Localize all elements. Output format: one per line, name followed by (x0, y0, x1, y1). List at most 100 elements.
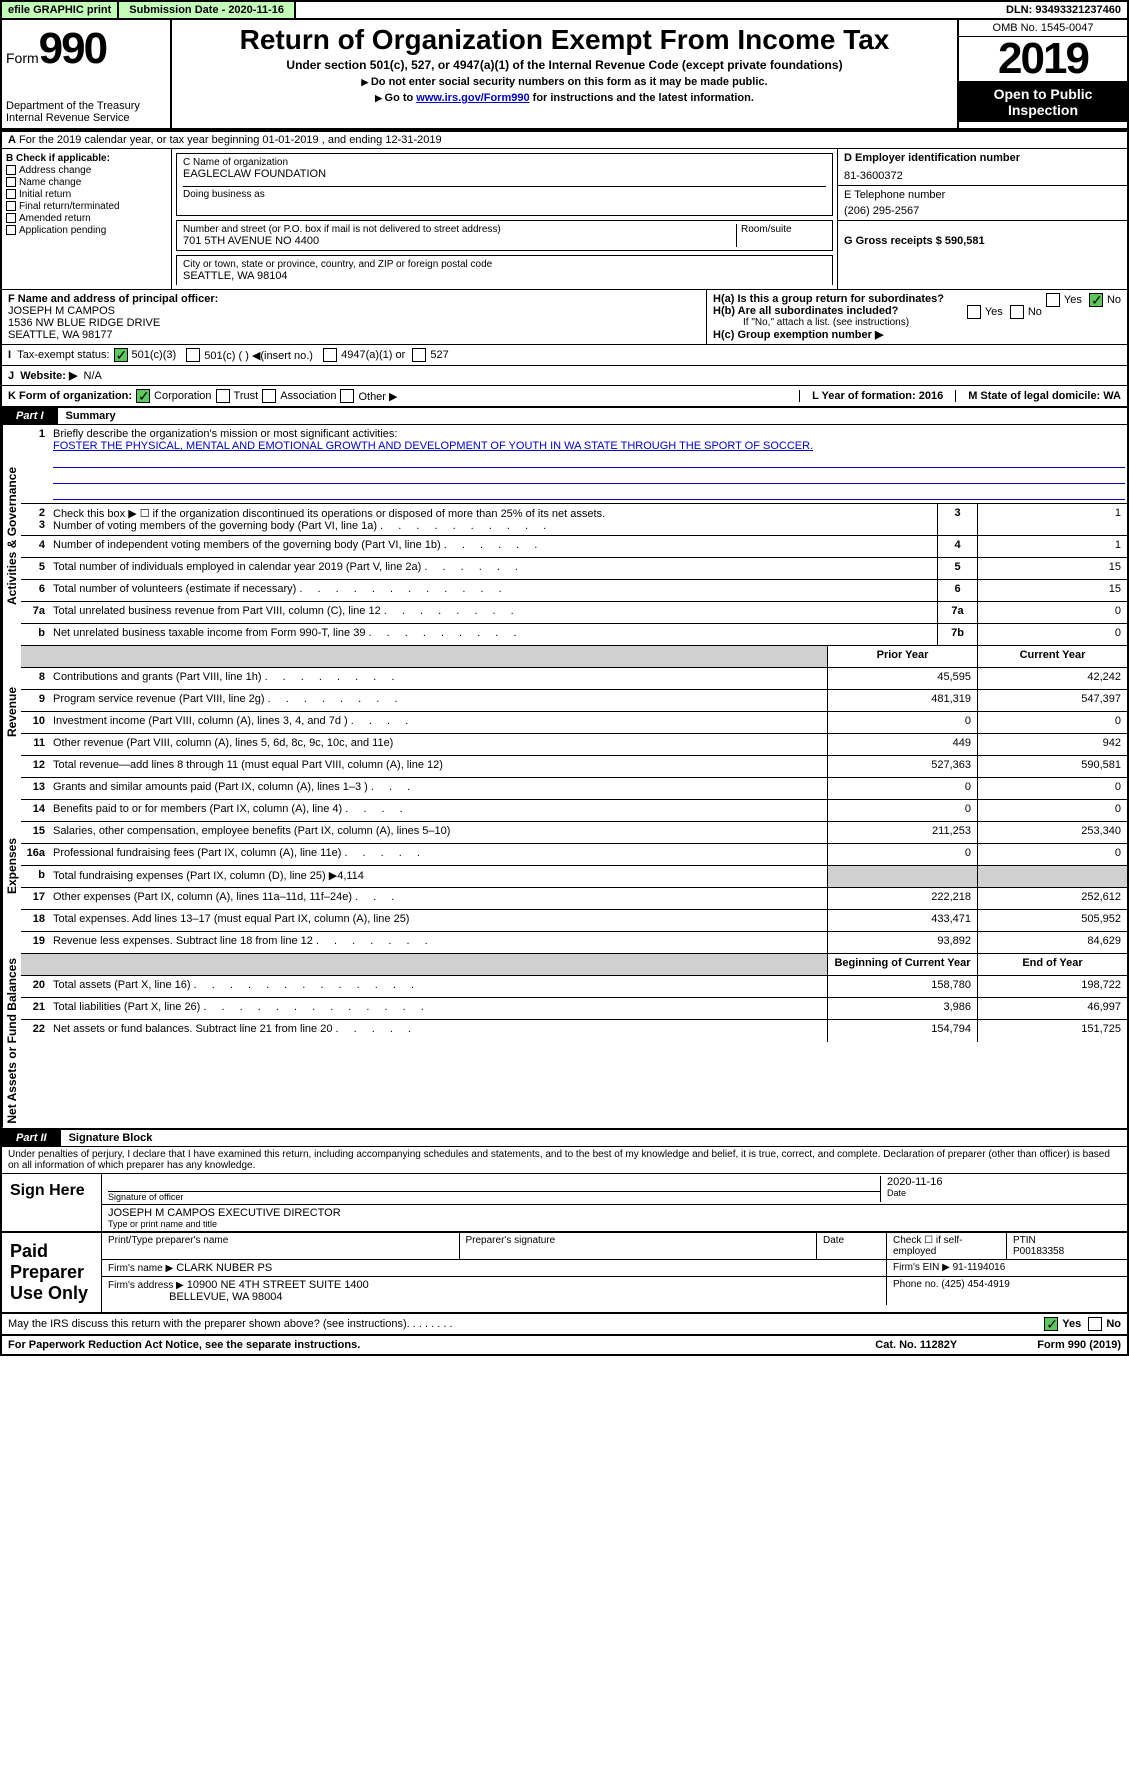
chk-corp[interactable] (136, 389, 150, 403)
officer-addr1: 1536 NW BLUE RIDGE DRIVE (8, 317, 160, 329)
chk-final[interactable]: Final return/terminated (6, 201, 167, 212)
val-6: 15 (977, 580, 1127, 601)
dba-label: Doing business as (183, 189, 826, 200)
city: SEATTLE, WA 98104 (183, 270, 826, 282)
opt-corp: Corporation (154, 390, 211, 402)
chk-501c[interactable] (186, 348, 200, 362)
q7a: Total unrelated business revenue from Pa… (53, 605, 381, 617)
c13: 0 (977, 778, 1127, 799)
q21: Total liabilities (Part X, line 26) (53, 1001, 200, 1013)
c-label: C Name of organization (183, 157, 826, 168)
opt-assoc: Association (280, 390, 336, 402)
open-public: Open to Public Inspection (959, 81, 1127, 122)
p22: 154,794 (827, 1020, 977, 1042)
room-label: Room/suite (736, 224, 826, 247)
opt-other: Other ▶ (358, 390, 397, 403)
vert-expenses: Expenses (2, 778, 21, 954)
chk-trust[interactable] (216, 389, 230, 403)
discuss-no[interactable] (1088, 1317, 1102, 1331)
chk-501c3[interactable] (114, 348, 128, 362)
p17: 222,218 (827, 888, 977, 909)
phone-label: E Telephone number (844, 189, 945, 201)
discuss-yes[interactable] (1044, 1317, 1058, 1331)
mission-text: FOSTER THE PHYSICAL, MENTAL AND EMOTIONA… (53, 440, 813, 452)
q11: Other revenue (Part VIII, column (A), li… (53, 737, 393, 749)
q12: Total revenue—add lines 8 through 11 (mu… (53, 759, 443, 771)
chk-other[interactable] (340, 389, 354, 403)
goto-link[interactable]: www.irs.gov/Form990 (416, 92, 529, 104)
opt-527: 527 (430, 349, 448, 361)
chk-assoc[interactable] (262, 389, 276, 403)
c15: 253,340 (977, 822, 1127, 843)
ha-no[interactable] (1089, 293, 1103, 307)
ha-yes[interactable] (1046, 293, 1060, 307)
curr-year-hdr: Current Year (977, 646, 1127, 667)
firm-ein-lbl: Firm's EIN ▶ (893, 1262, 950, 1273)
p21: 3,986 (827, 998, 977, 1019)
line-j: J Website: ▶ N/A (0, 366, 1129, 386)
sig-officer-lbl: Signature of officer (108, 1192, 880, 1202)
q7b: Net unrelated business taxable income fr… (53, 627, 365, 639)
part1-title: Summary (58, 408, 124, 424)
c19: 84,629 (977, 932, 1127, 953)
val-4: 1 (977, 536, 1127, 557)
state-domicile: M State of legal domicile: WA (968, 390, 1121, 402)
org-name: EAGLECLAW FOUNDATION (183, 168, 826, 180)
c21: 46,997 (977, 998, 1127, 1019)
begin-hdr: Beginning of Current Year (827, 954, 977, 975)
tax-year: 2019 (959, 37, 1127, 81)
c20: 198,722 (977, 976, 1127, 997)
dln: DLN: 93493321237460 (1000, 2, 1127, 18)
hb-no[interactable] (1010, 305, 1024, 319)
q3: Number of voting members of the governin… (53, 520, 377, 532)
ein-label: D Employer identification number (844, 152, 1020, 164)
val-3: 1 (977, 504, 1127, 535)
q19: Revenue less expenses. Subtract line 18 … (53, 935, 313, 947)
row-a-text: For the 2019 calendar year, or tax year … (19, 134, 442, 146)
val-7a: 0 (977, 602, 1127, 623)
main-info: B Check if applicable: Address change Na… (0, 149, 1129, 290)
c16a: 0 (977, 844, 1127, 865)
p12: 527,363 (827, 756, 977, 777)
q14: Benefits paid to or for members (Part IX… (53, 803, 342, 815)
c18: 505,952 (977, 910, 1127, 931)
prior-year-hdr: Prior Year (827, 646, 977, 667)
prep-sig-lbl: Preparer's signature (460, 1233, 818, 1259)
discuss-text: May the IRS discuss this return with the… (8, 1318, 407, 1330)
chk-4947[interactable] (323, 348, 337, 362)
chk-name[interactable]: Name change (6, 177, 167, 188)
chk-address[interactable]: Address change (6, 165, 167, 176)
efile-btn[interactable]: efile GRAPHIC print (2, 2, 119, 18)
q16a: Professional fundraising fees (Part IX, … (53, 847, 341, 859)
c11: 942 (977, 734, 1127, 755)
p19: 93,892 (827, 932, 977, 953)
chk-amended[interactable]: Amended return (6, 213, 167, 224)
q16b: Total fundraising expenses (Part IX, col… (53, 870, 364, 882)
opt-501c: 501(c) ( ) ◀(insert no.) (204, 349, 313, 362)
goto-pre: Go to (385, 92, 417, 104)
part2-header: Part II Signature Block (0, 1130, 1129, 1147)
f-h-row: F Name and address of principal officer:… (0, 290, 1129, 345)
c8: 42,242 (977, 668, 1127, 689)
name-title-lbl: Type or print name and title (108, 1219, 341, 1229)
val-7b: 0 (977, 624, 1127, 645)
firm-phone: (425) 454-4919 (941, 1279, 1009, 1290)
hb-yes[interactable] (967, 305, 981, 319)
hc-label: H(c) Group exemption number ▶ (713, 329, 883, 341)
goto: Go to www.irs.gov/Form990 for instructio… (176, 92, 953, 104)
p10: 0 (827, 712, 977, 733)
form-990: 990 (39, 24, 106, 73)
line-i: I Tax-exempt status: 501(c)(3) 501(c) ( … (0, 345, 1129, 366)
q1-label: Briefly describe the organization's miss… (53, 428, 397, 440)
self-emp[interactable]: Check ☐ if self-employed (887, 1233, 1007, 1259)
sign-here-label: Sign Here (2, 1174, 102, 1231)
chk-initial[interactable]: Initial return (6, 189, 167, 200)
firm-city: BELLEVUE, WA 98004 (169, 1291, 282, 1303)
header: Form990 Department of the TreasuryIntern… (0, 20, 1129, 132)
form-org-label: K Form of organization: (8, 390, 132, 402)
gross-receipts: G Gross receipts $ 590,581 (844, 235, 985, 247)
chk-pending[interactable]: Application pending (6, 225, 167, 236)
chk-527[interactable] (412, 348, 426, 362)
q18: Total expenses. Add lines 13–17 (must eq… (53, 913, 409, 925)
vert-revenue: Revenue (2, 646, 21, 778)
